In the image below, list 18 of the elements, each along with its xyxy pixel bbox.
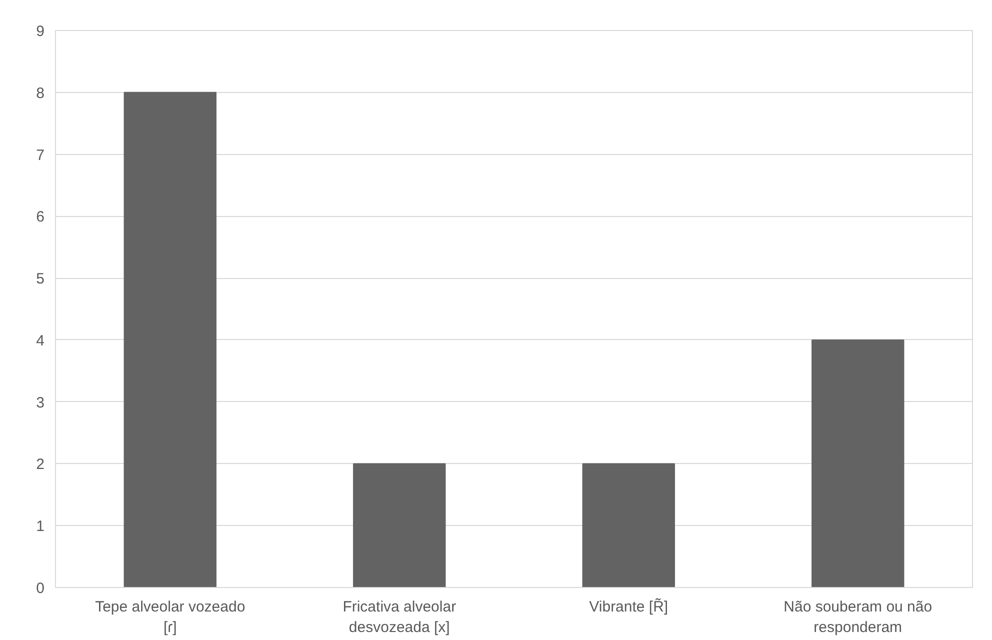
bar [353, 463, 446, 588]
y-tick-label: 9 [36, 23, 44, 40]
y-tick-label: 4 [36, 332, 44, 350]
y-tick-label: 1 [36, 518, 44, 536]
bar [812, 339, 904, 588]
y-tick-label: 8 [36, 84, 44, 102]
bar [124, 92, 216, 588]
y-tick-label: 5 [36, 270, 44, 288]
bar [582, 463, 675, 588]
x-tick-label: Não souberam ou não responderam [784, 598, 932, 636]
y-tick-label: 2 [36, 456, 44, 474]
x-tick-label: Vibrante [R̃] [589, 598, 668, 616]
y-tick-label: 7 [36, 146, 44, 164]
y-tick-label: 3 [36, 394, 44, 412]
y-tick-label: 6 [36, 208, 44, 226]
y-tick-label: 0 [36, 580, 44, 597]
x-tick-label: Fricativa alveolar desvozeada [x] [342, 598, 456, 636]
x-tick-label: Tepe alveolar vozeado [ɾ] [95, 598, 246, 636]
